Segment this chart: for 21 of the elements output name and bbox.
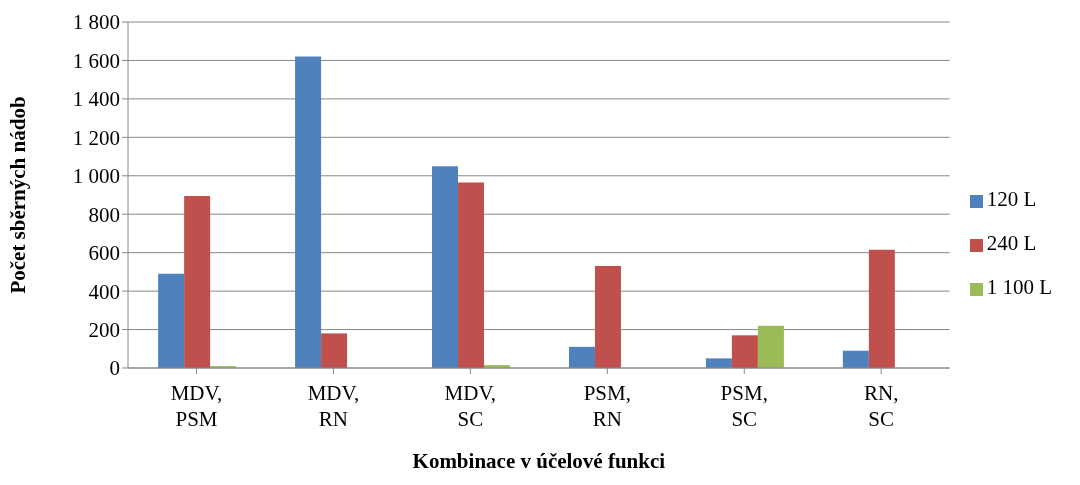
x-tick-label: PSM, SC <box>720 381 768 431</box>
x-tick-label: PSM, RN <box>583 381 631 431</box>
x-tick-label: MDV, SC <box>444 381 497 431</box>
y-tick-label: 1 000 <box>72 164 120 189</box>
y-tick-label: 600 <box>88 241 120 266</box>
y-tick-label: 1 600 <box>72 48 120 73</box>
y-tick-label: 200 <box>88 318 120 343</box>
y-tick-label: 1 200 <box>72 125 120 150</box>
y-tick-label: 400 <box>88 279 120 304</box>
x-tick-label: MDV, PSM <box>170 381 223 431</box>
legend-label: 1 100 L <box>986 275 1052 299</box>
y-tick-label: 0 <box>109 356 120 381</box>
x-tick-label: RN, SC <box>863 381 899 431</box>
y-tick-label: 800 <box>88 202 120 227</box>
y-tick-label: 1 400 <box>72 87 120 112</box>
x-axis-title: Kombinace v účelové funkci <box>412 449 666 473</box>
legend-label: 120 L <box>986 187 1037 211</box>
x-tick-label: MDV, RN <box>307 381 360 431</box>
legend-label: 240 L <box>986 231 1037 255</box>
y-tick-label: 1 800 <box>72 10 120 35</box>
y-axis-title: Počet sběrných nádob <box>6 96 31 294</box>
